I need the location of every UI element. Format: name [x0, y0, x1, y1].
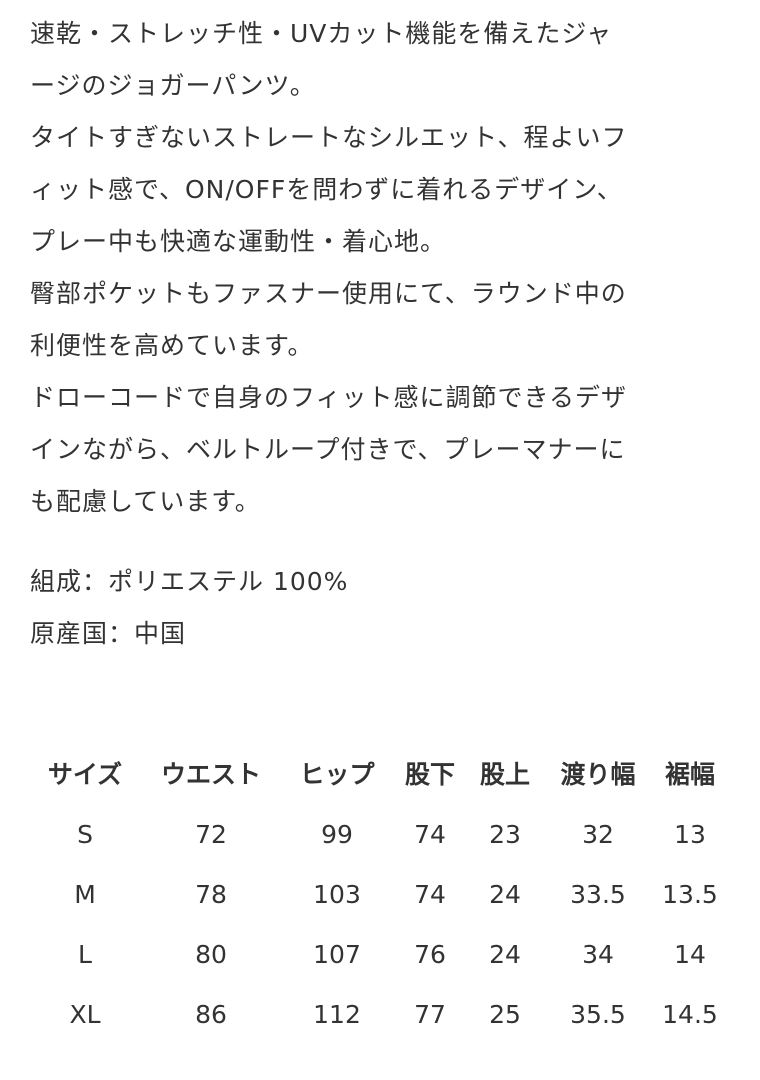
description-line: ドローコードで自身のフィット感に調節できるデザ	[30, 383, 628, 412]
size-table-header: サイズ ウエスト ヒップ 股下 股上 渡り幅 裾幅	[20, 742, 736, 804]
column-header: 股上	[479, 760, 530, 789]
table-cell: 72	[195, 819, 227, 849]
table-cell: 103	[313, 879, 361, 909]
table-row: S 72 99 74 23 32 13	[20, 804, 736, 864]
table-row: M 78 103 74 24 33.5 13.5	[20, 864, 736, 924]
description-line: 利便性を高めています。	[30, 331, 314, 360]
table-cell: 23	[489, 819, 521, 849]
description-line: インながら、ベルトループ付きで、プレーマナーに	[30, 435, 626, 464]
table-cell: 99	[321, 819, 353, 849]
table-cell: 33.5	[570, 879, 626, 909]
origin-text: 原産国：中国	[30, 619, 187, 648]
table-row: L 80 107 76 24 34 14	[20, 924, 736, 984]
table-cell: 24	[489, 879, 521, 909]
table-cell: 74	[414, 819, 446, 849]
table-cell: 25	[489, 999, 521, 1029]
table-cell: 112	[313, 999, 361, 1029]
table-cell: 78	[195, 879, 227, 909]
description-line: も配慮しています。	[30, 487, 261, 516]
table-cell: 14.5	[662, 999, 718, 1029]
table-cell: 107	[313, 939, 361, 969]
description-line: 速乾・ストレッチ性・UVカット機能を備えたジャ	[30, 19, 613, 48]
material-text: 組成：ポリエステル 100%	[30, 567, 349, 596]
table-cell: 24	[489, 939, 521, 969]
column-header: ヒップ	[299, 760, 375, 789]
table-cell: 80	[195, 939, 227, 969]
table-cell: 14	[674, 939, 706, 969]
table-cell: 34	[582, 939, 614, 969]
table-cell: 32	[582, 819, 614, 849]
product-specs: 組成：ポリエステル 100% 原産国：中国	[30, 556, 348, 660]
table-cell: 77	[414, 999, 446, 1029]
column-header: ウエスト	[160, 760, 261, 789]
table-cell: 74	[414, 879, 446, 909]
description-line: 臀部ポケットもファスナー使用にて、ラウンド中の	[30, 279, 627, 308]
description-line: ィット感で、ON/OFFを問わずに着れるデザイン、	[30, 175, 623, 204]
description-line: ージのジョガーパンツ。	[30, 71, 316, 100]
table-cell: 86	[195, 999, 227, 1029]
table-cell: 35.5	[570, 999, 626, 1029]
table-cell: XL	[69, 999, 101, 1029]
column-header: 渡り幅	[560, 760, 636, 789]
table-row: XL 86 112 77 25 35.5 14.5	[20, 984, 736, 1044]
table-cell: 13.5	[662, 879, 718, 909]
table-cell: 76	[414, 939, 446, 969]
table-cell: S	[77, 819, 93, 849]
column-header: 裾幅	[664, 760, 715, 789]
size-table: サイズ ウエスト ヒップ 股下 股上 渡り幅 裾幅 S 72 99 74 23 32 13 M 78 103 7…	[20, 742, 736, 1044]
table-cell: M	[74, 879, 96, 909]
description-line: タイトすぎないストレートなシルエット、程よいフ	[30, 123, 628, 152]
column-header: 股下	[404, 760, 455, 789]
product-description: 速乾・ストレッチ性・UVカット機能を備えたジャ ージのジョガーパンツ。 タイトす…	[30, 8, 750, 528]
description-line: プレー中も快適な運動性・着心地。	[30, 227, 447, 256]
column-header: サイズ	[47, 760, 123, 789]
table-cell: L	[78, 939, 92, 969]
table-cell: 13	[674, 819, 706, 849]
